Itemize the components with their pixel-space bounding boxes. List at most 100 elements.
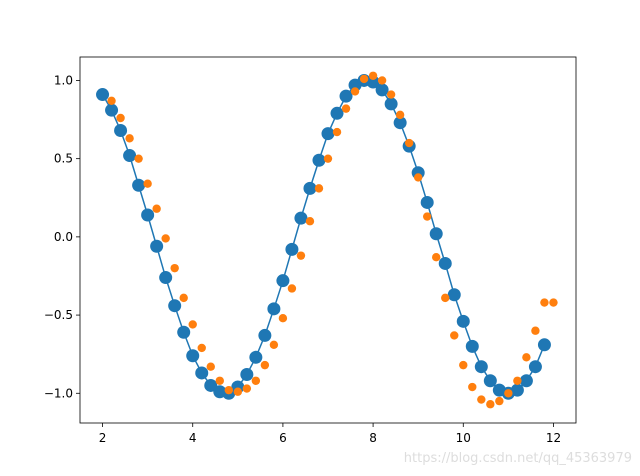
point [116, 113, 125, 123]
point [240, 368, 254, 382]
point [549, 298, 558, 307]
point [258, 328, 272, 342]
point [159, 271, 173, 285]
x-tick-label: 2 [99, 431, 107, 445]
point [186, 349, 200, 363]
point [294, 211, 308, 225]
y-tick-label: −0.5 [44, 308, 73, 322]
point [170, 263, 179, 273]
point [350, 87, 360, 96]
point [152, 204, 161, 213]
point [251, 376, 261, 385]
point [303, 181, 317, 195]
point [386, 90, 396, 99]
point [359, 74, 369, 84]
point [339, 89, 353, 103]
x-tick-label: 12 [546, 431, 561, 445]
point [486, 400, 495, 409]
point [450, 331, 459, 340]
point [161, 234, 170, 243]
point [321, 127, 335, 141]
point [296, 251, 306, 260]
point [224, 385, 233, 395]
y-tick-label: 0.0 [54, 230, 73, 244]
point [125, 134, 134, 143]
point [188, 320, 197, 329]
point [531, 326, 540, 335]
y-tick-label: 0.5 [54, 152, 73, 166]
point [134, 154, 143, 163]
point [132, 178, 146, 192]
point [441, 293, 450, 303]
y-tick-label: 1.0 [54, 73, 73, 87]
point [276, 274, 290, 288]
point [206, 362, 215, 371]
point [537, 338, 551, 352]
point [285, 242, 299, 256]
point [423, 212, 432, 221]
point [393, 116, 407, 130]
point [429, 227, 443, 241]
point [330, 106, 344, 120]
point [413, 173, 423, 182]
point [179, 293, 188, 303]
point [314, 184, 324, 193]
point [323, 154, 333, 163]
point [465, 339, 479, 353]
point [233, 387, 243, 396]
x-tick-label: 6 [279, 431, 287, 445]
point [366, 75, 380, 89]
point [341, 104, 351, 113]
point [249, 350, 263, 364]
point [513, 376, 522, 385]
point [96, 88, 110, 102]
point [510, 383, 524, 397]
point [447, 288, 461, 302]
point [477, 395, 486, 404]
point [114, 124, 128, 138]
point [504, 389, 513, 398]
point [123, 149, 137, 163]
point [468, 382, 477, 392]
point [483, 374, 497, 388]
point [384, 97, 398, 111]
point [278, 314, 288, 323]
point [269, 340, 279, 349]
watermark: https://blog.csdn.net/qq_45363979 [404, 451, 632, 466]
point [305, 217, 315, 226]
point [459, 360, 468, 370]
point [368, 71, 378, 80]
point [404, 138, 414, 148]
point [197, 343, 206, 353]
point [215, 376, 224, 385]
point [143, 179, 152, 188]
point [474, 360, 488, 374]
x-tick-label: 10 [456, 431, 471, 445]
point [438, 256, 452, 270]
point [107, 96, 116, 105]
y-tick-label: −1.0 [44, 386, 73, 400]
point [456, 314, 470, 328]
point [540, 298, 549, 307]
point [287, 284, 297, 293]
point [395, 110, 405, 120]
point [375, 83, 389, 97]
point [312, 153, 326, 167]
point [420, 195, 434, 209]
point [432, 253, 441, 262]
point [242, 384, 252, 393]
plot-frame [79, 56, 577, 424]
x-tick-label: 4 [189, 431, 197, 445]
point [332, 127, 342, 137]
x-tick-label: 8 [369, 431, 377, 445]
point [150, 239, 164, 253]
point [168, 299, 182, 313]
point [519, 374, 533, 388]
point [522, 353, 531, 362]
point [141, 208, 155, 222]
point [177, 325, 191, 339]
point [377, 76, 387, 85]
point [195, 366, 209, 380]
